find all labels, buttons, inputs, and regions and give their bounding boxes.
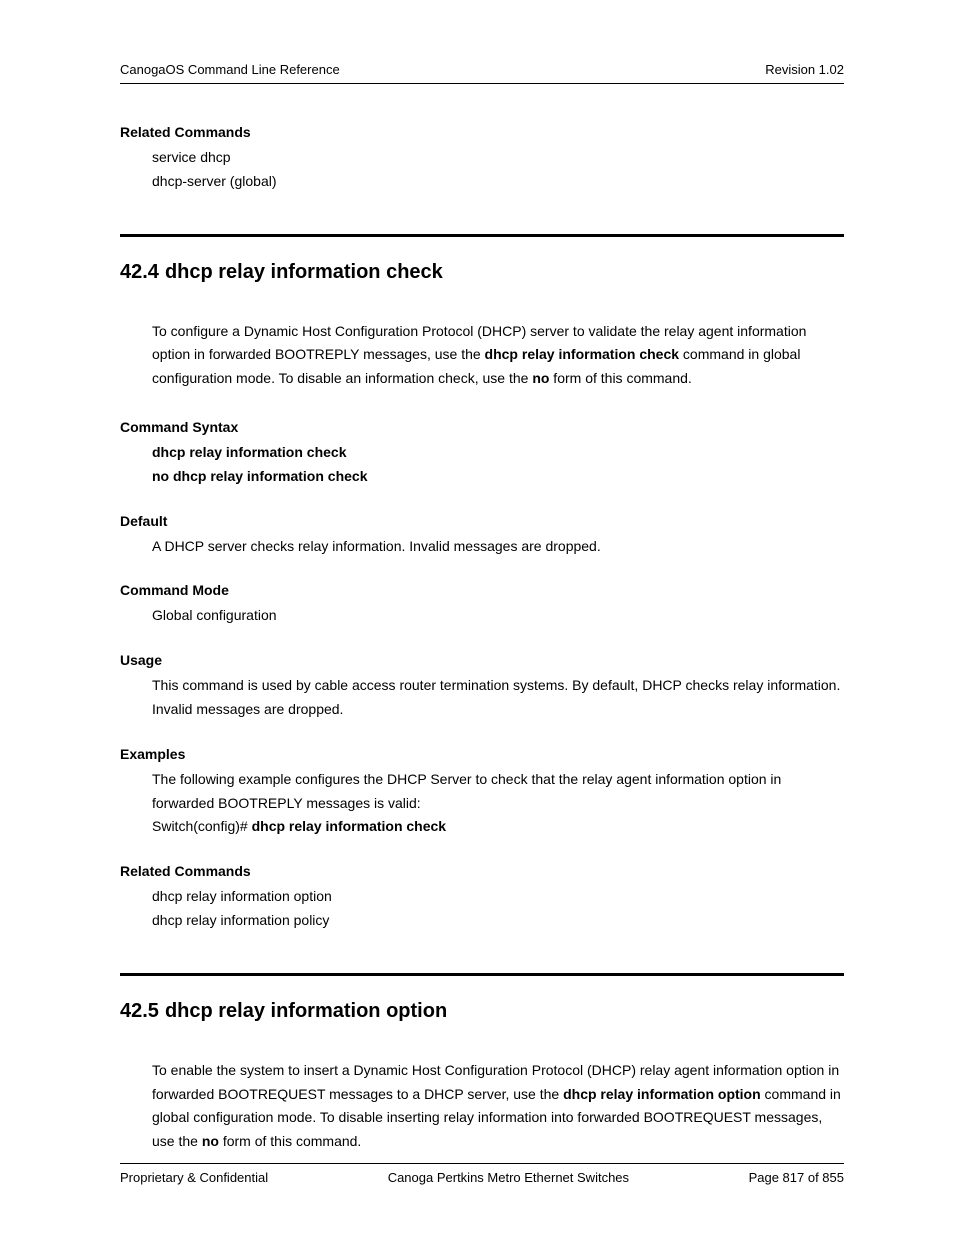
related-item: dhcp relay information policy bbox=[152, 909, 844, 933]
examples-title: Examples bbox=[120, 746, 844, 762]
syntax-line: dhcp relay information check bbox=[152, 441, 844, 465]
section-divider bbox=[120, 234, 844, 237]
related-commands-title: Related Commands bbox=[120, 863, 844, 879]
section-heading-425: 42.5 dhcp relay information option bbox=[120, 1000, 844, 1023]
footer-center: Canoga Pertkins Metro Ethernet Switches bbox=[388, 1170, 629, 1185]
command-syntax-title: Command Syntax bbox=[120, 419, 844, 435]
header-right: Revision 1.02 bbox=[765, 62, 844, 77]
usage-text: This command is used by cable access rou… bbox=[152, 674, 844, 722]
related-item: dhcp relay information option bbox=[152, 885, 844, 909]
syntax-line: no dhcp relay information check bbox=[152, 465, 844, 489]
intro-no-bold: no bbox=[202, 1133, 219, 1149]
command-mode-block: Command Mode Global configuration bbox=[120, 582, 844, 628]
examples-cmd-bold: dhcp relay information check bbox=[252, 818, 447, 834]
page-footer: Proprietary & Confidential Canoga Pertki… bbox=[120, 1163, 844, 1185]
default-block: Default A DHCP server checks relay infor… bbox=[120, 513, 844, 559]
usage-block: Usage This command is used by cable acce… bbox=[120, 652, 844, 722]
intro-command-bold: dhcp relay information check bbox=[485, 346, 680, 362]
usage-title: Usage bbox=[120, 652, 844, 668]
section-heading-424: 42.4 dhcp relay information check bbox=[120, 261, 844, 284]
related-item: dhcp-server (global) bbox=[152, 170, 844, 194]
section-number: 42.4 bbox=[120, 261, 159, 283]
section-title: dhcp relay information option bbox=[165, 1000, 447, 1022]
intro-text: form of this command. bbox=[549, 370, 691, 386]
examples-block: Examples The following example configure… bbox=[120, 746, 844, 839]
intro-command-bold: dhcp relay information option bbox=[563, 1086, 761, 1102]
command-mode-text: Global configuration bbox=[152, 604, 844, 628]
examples-command-line: Switch(config)# dhcp relay information c… bbox=[152, 815, 844, 839]
default-text: A DHCP server checks relay information. … bbox=[152, 535, 844, 559]
default-title: Default bbox=[120, 513, 844, 529]
related-item: service dhcp bbox=[152, 146, 844, 170]
section-divider bbox=[120, 973, 844, 976]
intro-text: form of this command. bbox=[219, 1133, 361, 1149]
footer-right: Page 817 of 855 bbox=[749, 1170, 844, 1185]
section-intro: To configure a Dynamic Host Configuratio… bbox=[152, 320, 844, 391]
section-number: 42.5 bbox=[120, 1000, 159, 1022]
page-header: CanogaOS Command Line Reference Revision… bbox=[120, 62, 844, 84]
related-commands-block: Related Commands dhcp relay information … bbox=[120, 863, 844, 933]
related-commands-title: Related Commands bbox=[120, 124, 844, 140]
section-title: dhcp relay information check bbox=[165, 261, 443, 283]
examples-prompt: Switch(config)# bbox=[152, 818, 252, 834]
examples-intro: The following example configures the DHC… bbox=[152, 768, 844, 816]
header-left: CanogaOS Command Line Reference bbox=[120, 62, 340, 77]
command-mode-title: Command Mode bbox=[120, 582, 844, 598]
intro-no-bold: no bbox=[532, 370, 549, 386]
footer-left: Proprietary & Confidential bbox=[120, 1170, 268, 1185]
related-commands-top: Related Commands service dhcp dhcp-serve… bbox=[120, 124, 844, 194]
section-intro: To enable the system to insert a Dynamic… bbox=[152, 1059, 844, 1154]
command-syntax-block: Command Syntax dhcp relay information ch… bbox=[120, 419, 844, 489]
